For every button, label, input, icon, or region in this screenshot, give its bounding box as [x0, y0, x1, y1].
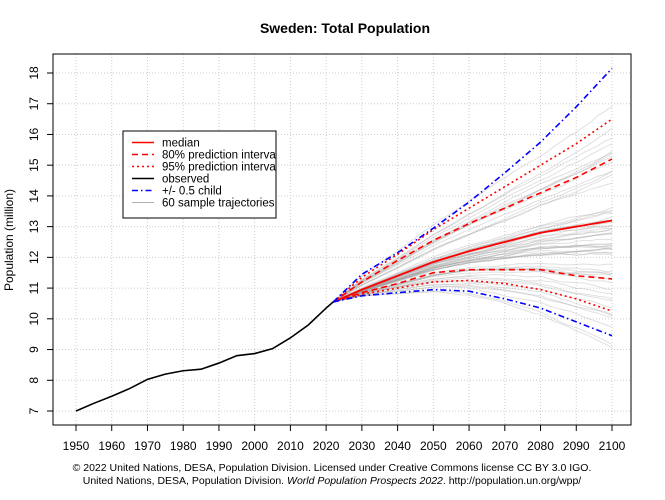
x-tick-label: 1970 — [134, 439, 161, 453]
footer-license: © 2022 United Nations, DESA, Population … — [73, 462, 592, 474]
series--0-5-child-upper — [332, 67, 613, 303]
sample-trajectory — [333, 271, 613, 303]
sample-trajectory — [333, 171, 613, 303]
series--0-5-child-lower — [333, 288, 613, 337]
sample-trajectory — [332, 137, 613, 303]
x-tick-label: 2020 — [313, 439, 340, 453]
sample-trajectory — [333, 247, 613, 303]
y-tick-label: 10 — [27, 312, 41, 326]
sample-trajectory — [333, 251, 613, 303]
x-tick-label: 2010 — [277, 439, 304, 453]
plot-frame — [52, 53, 632, 426]
x-tick-label: 2000 — [241, 439, 268, 453]
y-axis-label: Population (million) — [2, 189, 16, 291]
sample-trajectory — [333, 268, 613, 303]
sample-trajectory — [333, 210, 613, 303]
legend-label: 80% prediction interval — [162, 150, 278, 162]
sample-trajectory — [333, 233, 613, 303]
chart-title: Sweden: Total Population — [260, 20, 430, 36]
sample-trajectory — [333, 182, 613, 303]
sample-trajectory — [333, 244, 613, 303]
series-observed — [75, 301, 334, 412]
sample-trajectory — [333, 262, 613, 303]
sample-trajectory — [333, 291, 613, 349]
x-tick-label: 2060 — [456, 439, 483, 453]
sample-trajectory — [333, 252, 613, 303]
x-tick-label: 2080 — [527, 439, 554, 453]
sample-trajectory — [333, 290, 613, 345]
sample-trajectory — [333, 282, 613, 316]
series-lines — [75, 67, 613, 412]
x-tick-label: 2040 — [384, 439, 411, 453]
sample-trajectory — [333, 248, 613, 303]
sample-trajectory — [333, 207, 613, 303]
sample-trajectory — [333, 228, 613, 303]
sample-trajectory — [333, 273, 613, 303]
footer-citation-a: United Nations, DESA, Population Divisio… — [83, 475, 287, 487]
x-tick-label: 2050 — [420, 439, 447, 453]
legend-label: 60 sample trajectories — [162, 198, 275, 210]
footer-citation-url: . http://population.un.org/wpp/ — [443, 475, 581, 487]
sample-trajectory — [333, 211, 613, 303]
x-tick-label: 1980 — [170, 439, 197, 453]
x-tick-label: 2030 — [349, 439, 376, 453]
sample-trajectory — [332, 143, 613, 303]
sample-trajectory — [333, 285, 613, 318]
legend-box — [122, 130, 277, 219]
series-80-prediction-interval-lower — [333, 268, 613, 303]
series-95-prediction-interval-upper — [332, 118, 613, 303]
sample-trajectory — [333, 242, 613, 303]
x-tick-label: 2100 — [599, 439, 626, 453]
series-median — [332, 219, 613, 303]
y-tick-label: 18 — [27, 66, 41, 80]
y-tick-label: 16 — [27, 127, 41, 141]
y-tick-label: 17 — [27, 97, 41, 111]
footer-citation-title: World Population Prospects 2022 — [287, 475, 443, 487]
footer-citation: United Nations, DESA, Population Divisio… — [83, 475, 582, 487]
y-tick-label: 12 — [27, 250, 41, 264]
sample-trajectory — [332, 106, 613, 303]
sample-trajectory — [333, 238, 613, 303]
x-tick-label: 2070 — [491, 439, 518, 453]
legend-label: +/- 0.5 child — [162, 186, 222, 198]
y-tick-label: 11 — [27, 282, 41, 295]
sample-trajectory — [333, 170, 613, 303]
y-tick-label: 13 — [27, 220, 41, 234]
x-tick-label: 2090 — [563, 439, 590, 453]
sample-trajectory — [333, 277, 613, 303]
x-axis: 1950 1960 1970 1980 1990 2000 2010 2020 2030 2040… — [63, 425, 626, 453]
sample-trajectory — [333, 174, 613, 303]
legend-label: observed — [162, 174, 209, 186]
legend-label: median — [162, 138, 200, 150]
x-tick-label: 1960 — [98, 439, 125, 453]
y-tick-label: 8 — [27, 377, 41, 384]
y-tick-label: 15 — [27, 158, 41, 172]
series-95-prediction-interval-lower — [333, 279, 613, 312]
series-80-prediction-interval-upper — [332, 158, 613, 303]
sample-trajectory — [333, 245, 613, 303]
x-tick-label: 1990 — [206, 439, 233, 453]
sample-trajectory — [333, 243, 613, 303]
sample-trajectory — [333, 284, 613, 316]
sample-trajectory — [333, 162, 613, 303]
y-tick-label: 7 — [27, 407, 41, 414]
sample-trajectory — [333, 227, 613, 303]
sample-trajectory — [333, 248, 613, 303]
legend-label: 95% prediction interval — [162, 162, 278, 174]
sample-trajectory — [333, 250, 613, 303]
y-axis: 7 8 9 10 11 12 13 14 15 16 17 18 — [27, 66, 53, 414]
y-tick-label: 9 — [27, 346, 41, 353]
sample-trajectory — [333, 285, 613, 328]
sample-trajectory — [333, 232, 613, 303]
x-tick-label: 1950 — [63, 439, 90, 453]
y-tick-label: 14 — [27, 189, 41, 203]
sample-trajectory — [333, 275, 613, 303]
sample-trajectory — [333, 244, 613, 303]
sample-trajectory — [332, 128, 613, 303]
sample-trajectory — [333, 220, 613, 303]
sample-trajectory — [332, 156, 613, 303]
sample-trajectory — [333, 232, 613, 303]
